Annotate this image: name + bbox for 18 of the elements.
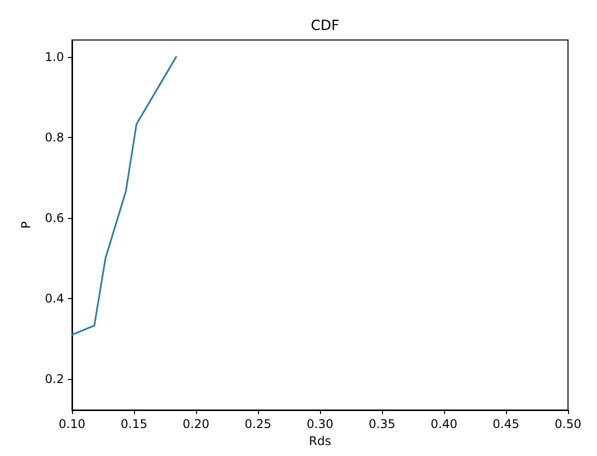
y-axis-title: P xyxy=(19,221,33,229)
chart-title: CDF xyxy=(310,18,340,34)
y-tick-label: 1.0 xyxy=(44,50,64,64)
y-tick-label: 0.8 xyxy=(44,130,64,144)
y-tick-label: 0.2 xyxy=(44,372,64,386)
y-tick-label: 0.6 xyxy=(44,210,64,225)
x-axis-title: Rds xyxy=(308,434,332,448)
x-tick-label: 0.15 xyxy=(120,417,148,431)
x-tick-label: 0.45 xyxy=(492,417,520,431)
x-tick-label: 0.10 xyxy=(58,417,86,431)
x-tick-label: 0.25 xyxy=(244,417,272,431)
x-tick-label: 0.50 xyxy=(554,417,582,431)
x-tick-label: 0.20 xyxy=(182,417,210,431)
x-tick-label: 0.35 xyxy=(368,417,396,431)
y-tick-label: 0.4 xyxy=(44,291,64,306)
line-series xyxy=(71,56,177,336)
x-tick-label: 0.30 xyxy=(306,417,334,431)
x-tick-label: 0.40 xyxy=(430,417,458,431)
